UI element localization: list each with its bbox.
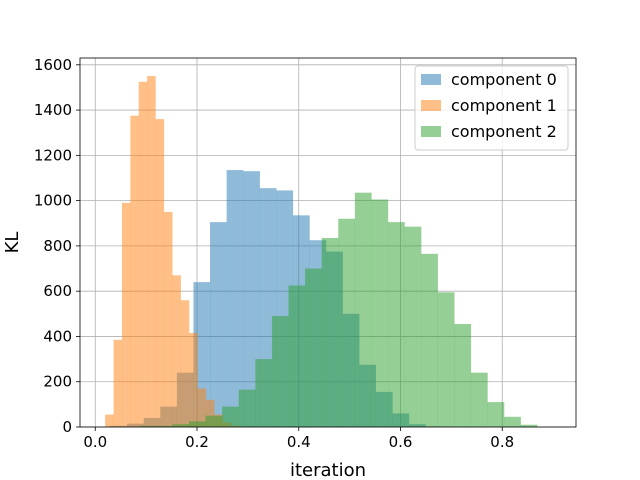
x-axis: 0.0 0.2 0.4 0.6 0.8 xyxy=(83,427,514,451)
y-tick-label: 0 xyxy=(62,418,72,436)
histogram-bar xyxy=(189,333,198,427)
legend-swatch xyxy=(421,126,441,137)
legend: component 0 component 1 component 2 xyxy=(414,65,569,151)
series-1 xyxy=(105,76,240,428)
x-tick-label: 0.0 xyxy=(83,433,107,451)
series-2 xyxy=(139,192,538,427)
histogram-bar xyxy=(388,222,405,427)
histogram-bar xyxy=(338,218,356,427)
histogram-bar xyxy=(404,226,422,427)
y-tick-label: 1600 xyxy=(34,56,72,74)
x-axis-label: iteration xyxy=(290,460,366,480)
histogram-bar xyxy=(172,275,181,427)
y-tick-label: 1400 xyxy=(34,101,72,119)
y-tick-label: 200 xyxy=(43,373,72,391)
histogram-bar xyxy=(138,81,148,428)
histogram-bar xyxy=(121,202,131,427)
histogram-bar xyxy=(163,211,173,427)
histogram-bar xyxy=(238,389,256,427)
y-tick-label: 400 xyxy=(43,327,72,345)
histogram-bar xyxy=(130,115,139,428)
histogram-bar xyxy=(155,425,173,427)
histogram-bar xyxy=(371,199,389,427)
histogram-bar xyxy=(180,300,190,427)
histogram-bar xyxy=(321,237,339,427)
y-axis: 0 200 400 600 800 1000 1200 1400 1600 xyxy=(34,56,80,436)
legend-swatch xyxy=(421,100,441,111)
histogram-bar xyxy=(288,285,306,427)
x-tick-label: 0.2 xyxy=(185,433,209,451)
x-tick-label: 0.8 xyxy=(490,433,514,451)
y-axis-label: KL xyxy=(2,232,23,254)
y-tick-label: 600 xyxy=(43,282,72,300)
histogram-bar xyxy=(155,119,165,428)
legend-box xyxy=(414,65,569,151)
histogram-bar xyxy=(305,268,322,427)
histogram-bar xyxy=(139,425,156,427)
histogram-bar xyxy=(205,415,223,427)
histogram-bar xyxy=(437,292,455,427)
histogram-bar xyxy=(255,359,273,427)
histogram-bar xyxy=(197,388,207,427)
histogram-bar xyxy=(271,316,289,427)
histogram-bar xyxy=(421,253,438,427)
legend-label: component 0 xyxy=(451,70,557,89)
histogram-bar xyxy=(470,372,488,427)
histogram-bar xyxy=(504,416,521,427)
histogram-bar xyxy=(113,339,123,427)
bars xyxy=(105,76,538,428)
histogram-bar xyxy=(189,421,206,427)
histogram-bar xyxy=(226,170,244,427)
x-tick-label: 0.4 xyxy=(287,433,311,451)
histogram-bar xyxy=(487,402,505,427)
y-tick-label: 1200 xyxy=(34,146,72,164)
y-tick-label: 1000 xyxy=(34,192,72,210)
x-tick-label: 0.6 xyxy=(389,433,413,451)
legend-label: component 1 xyxy=(451,96,557,115)
legend-label: component 2 xyxy=(451,122,557,141)
histogram-bar xyxy=(210,222,227,427)
plot-frame xyxy=(79,57,577,428)
histogram-bar xyxy=(172,424,190,427)
histogram-bar xyxy=(147,76,156,428)
y-tick-label: 800 xyxy=(43,237,72,255)
histogram-bar xyxy=(222,406,239,427)
histogram-bar xyxy=(205,399,215,427)
histogram-bar xyxy=(520,424,538,427)
histogram-bar xyxy=(454,323,472,427)
histogram-bar xyxy=(105,414,114,427)
histogram-bar xyxy=(354,192,372,427)
legend-swatch xyxy=(421,74,441,85)
